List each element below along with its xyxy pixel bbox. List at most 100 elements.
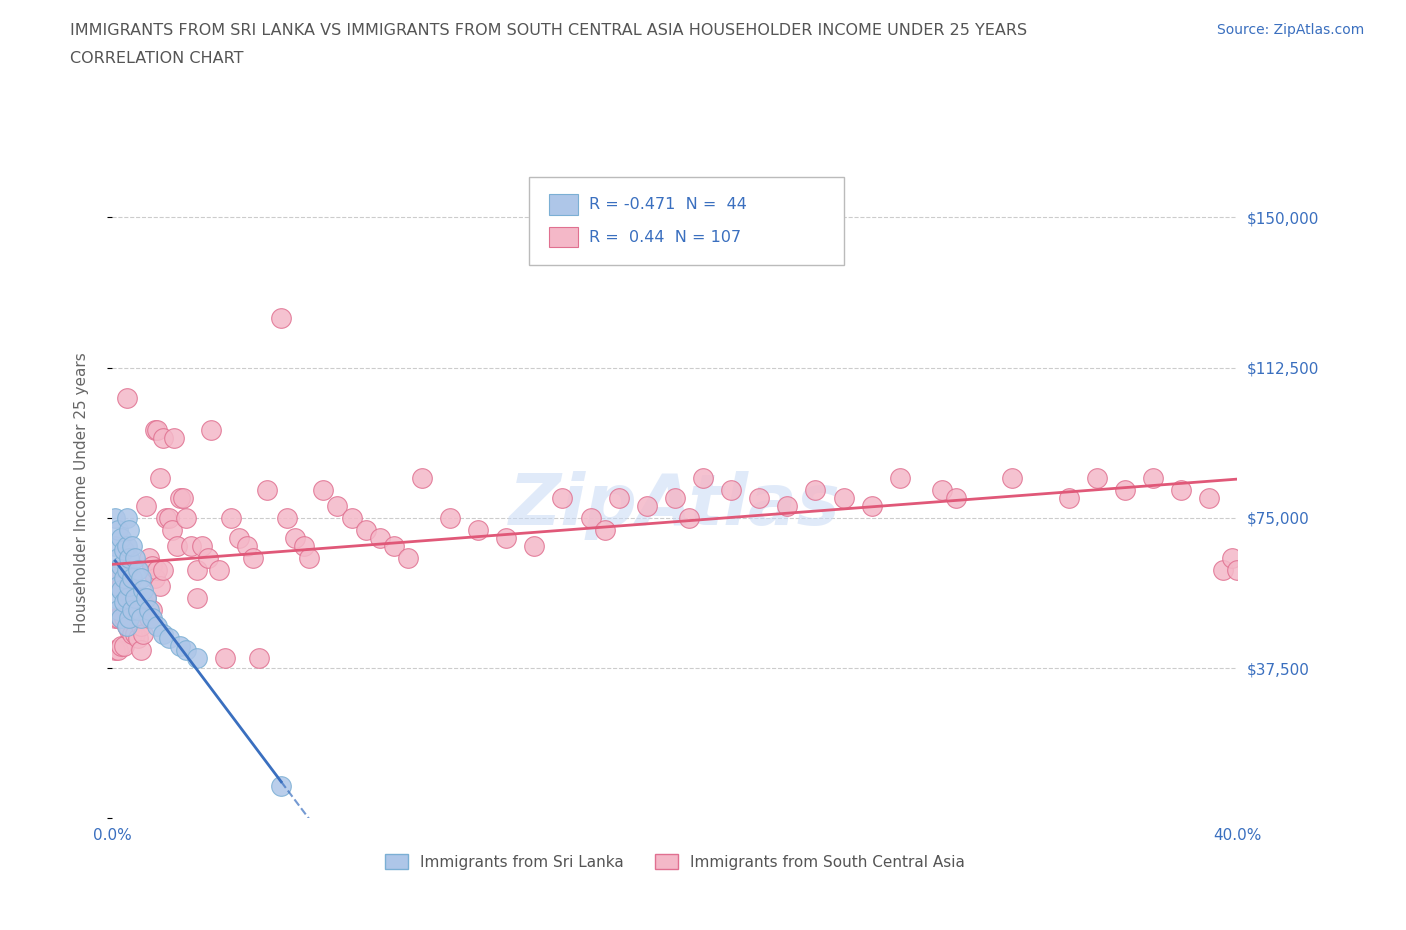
FancyBboxPatch shape [548,227,578,247]
Point [292,538,315,553]
FancyBboxPatch shape [548,194,578,215]
Point [138,603,160,618]
Point [236,538,259,553]
Point [143,571,166,586]
Point [124,627,146,642]
Point [270,779,292,794]
Point [104,511,127,525]
Point [157,631,180,645]
Point [135,591,157,605]
Point [931,483,953,498]
Point [523,538,546,553]
Point [1057,490,1080,505]
Point [270,311,292,325]
Point [326,498,349,513]
Point [112,571,135,586]
Point [149,471,172,485]
Legend: Immigrants from Sri Lanka, Immigrants from South Central Asia: Immigrants from Sri Lanka, Immigrants fr… [380,847,970,876]
Point [104,538,127,553]
Point [169,490,191,505]
Point [191,538,214,553]
Point [110,582,132,597]
Point [174,511,197,525]
Point [340,511,363,525]
Point [107,571,129,586]
Point [104,591,127,605]
FancyBboxPatch shape [529,178,844,265]
Point [107,603,129,618]
Point [115,618,138,633]
Point [1114,483,1136,498]
Point [276,511,298,525]
Point [112,611,135,626]
Text: R =  0.44  N = 107: R = 0.44 N = 107 [589,230,741,245]
Point [382,538,405,553]
Point [107,578,129,593]
Point [166,538,188,553]
Point [129,591,152,605]
Point [141,611,163,626]
Point [129,611,152,626]
Text: IMMIGRANTS FROM SRI LANKA VS IMMIGRANTS FROM SOUTH CENTRAL ASIA HOUSEHOLDER INCO: IMMIGRANTS FROM SRI LANKA VS IMMIGRANTS … [70,23,1028,38]
Point [242,551,264,565]
Point [138,611,160,626]
Point [149,578,172,593]
Point [174,643,197,658]
Point [155,511,177,525]
Point [118,523,141,538]
Point [776,498,799,513]
Point [146,422,169,437]
Point [141,559,163,574]
Point [157,511,180,525]
Text: ZipAtlas: ZipAtlas [509,472,841,540]
Point [748,490,770,505]
Point [1198,490,1220,505]
Point [115,391,138,405]
Point [121,587,143,602]
Point [124,591,146,605]
Point [860,498,883,513]
Point [121,603,143,618]
Point [135,591,157,605]
Point [200,422,222,437]
Point [115,591,138,605]
Point [354,523,377,538]
Point [110,559,132,574]
Text: CORRELATION CHART: CORRELATION CHART [70,51,243,66]
Point [127,563,149,578]
Point [152,431,174,445]
Point [135,498,157,513]
Text: R = -0.471  N =  44: R = -0.471 N = 44 [589,197,747,212]
Point [132,627,155,642]
Point [163,431,186,445]
Point [579,511,602,525]
Point [115,511,138,525]
Point [104,643,127,658]
Text: Source: ZipAtlas.com: Source: ZipAtlas.com [1216,23,1364,37]
Point [124,591,146,605]
Point [804,483,827,498]
Point [636,498,658,513]
Point [112,639,135,654]
Point [121,627,143,642]
Point [945,490,967,505]
Point [186,591,208,605]
Point [1142,471,1164,485]
Point [214,651,236,666]
Point [1220,551,1243,565]
Point [467,523,489,538]
Point [118,611,141,626]
Point [129,643,152,658]
Point [118,578,141,593]
Point [112,582,135,597]
Point [112,542,135,557]
Point [146,563,169,578]
Point [368,530,391,545]
Point [160,523,183,538]
Point [889,471,911,485]
Point [112,594,135,609]
Point [110,578,132,593]
Point [180,538,202,553]
Point [678,511,700,525]
Point [720,483,742,498]
